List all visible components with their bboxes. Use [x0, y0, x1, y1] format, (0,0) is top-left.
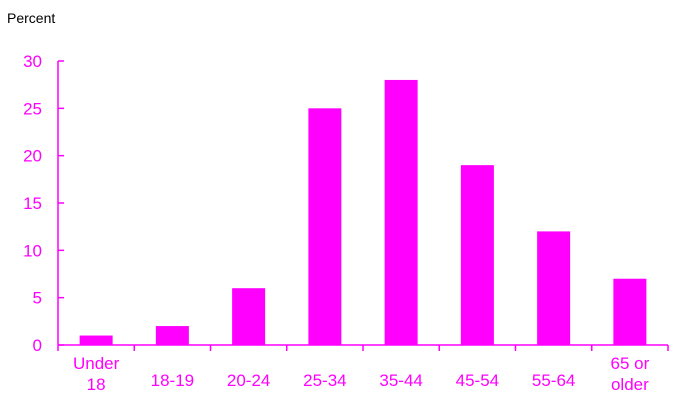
y-tick-label: 15 [23, 194, 42, 213]
x-tick-label: 65 or older [611, 354, 650, 394]
x-tick-label: 35-44 [379, 371, 422, 390]
y-axis-label: Percent [7, 10, 55, 26]
bar [155, 326, 189, 345]
bar [384, 79, 418, 345]
x-tick-label: 25-34 [303, 371, 346, 390]
x-tick-label: 55-64 [532, 371, 575, 390]
y-tick-label: 0 [33, 336, 42, 355]
x-tick-label: 18-19 [151, 371, 194, 390]
bar [232, 288, 266, 345]
bar [308, 108, 342, 345]
bar [613, 278, 647, 345]
x-tick-label: 20-24 [227, 371, 270, 390]
x-tick-label: 45-54 [456, 371, 499, 390]
bar [79, 335, 113, 345]
x-tick-label: Under 18 [73, 354, 120, 394]
y-tick-label: 25 [23, 99, 42, 118]
y-tick-label: 20 [23, 147, 42, 166]
plot-area: 0 5 10 15 20 25 30 Under 18 18-19 20-24 25-34 35-44 4… [23, 52, 669, 394]
bar [537, 231, 571, 345]
y-tick-label: 5 [33, 289, 42, 308]
bar [460, 165, 494, 345]
y-tick-label: 30 [23, 52, 42, 71]
y-tick-label: 10 [23, 241, 42, 260]
